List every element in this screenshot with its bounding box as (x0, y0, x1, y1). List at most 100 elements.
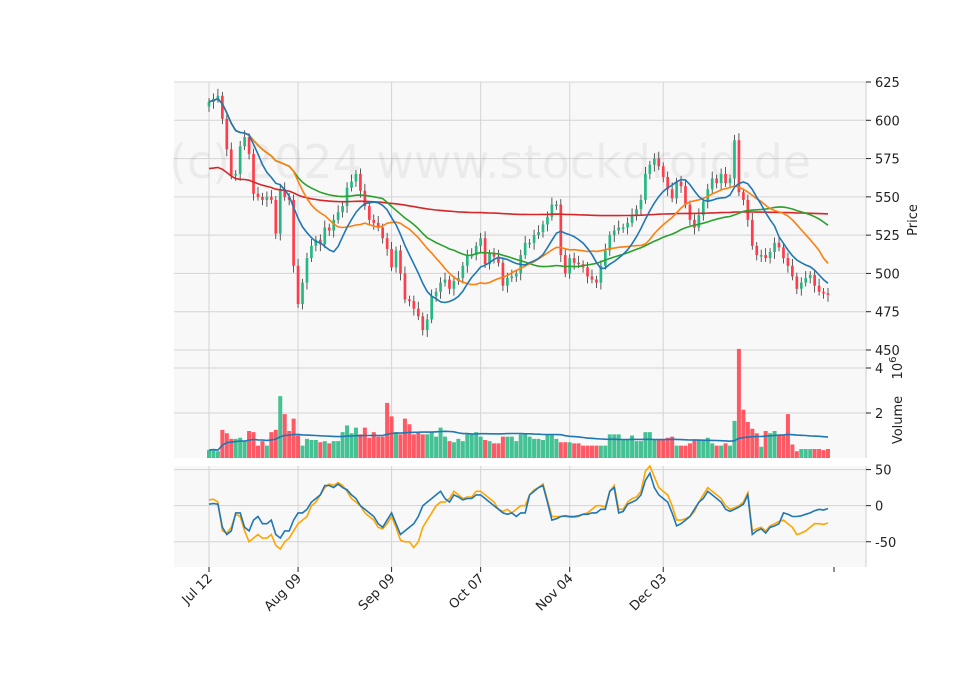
candle (354, 170, 358, 187)
candle (278, 183, 282, 241)
candle (479, 232, 482, 253)
candle-body (216, 95, 220, 99)
volume-bar (492, 443, 497, 458)
price-axis-label: Price (906, 204, 921, 236)
candle (261, 193, 264, 206)
candle (550, 197, 554, 221)
candle-body (528, 242, 531, 245)
candle-body (586, 267, 589, 277)
volume-bar (478, 436, 483, 458)
candle (621, 223, 625, 233)
candle (528, 238, 531, 249)
candle (630, 208, 634, 227)
volume-bar (781, 435, 786, 458)
candle (265, 191, 269, 207)
volume-bar (532, 438, 537, 458)
volume-bar (469, 433, 474, 458)
candle (256, 186, 260, 201)
candle (216, 88, 220, 103)
volume-bar (794, 451, 799, 458)
candle-body (439, 282, 442, 292)
candle-body (408, 299, 411, 301)
candle-body (826, 293, 830, 295)
candle (724, 166, 727, 187)
candle (590, 269, 594, 284)
candle-body (296, 265, 300, 305)
x-tick-label: Dec 03 (627, 571, 670, 614)
candle-body (804, 278, 808, 283)
candle-body (243, 137, 246, 147)
volume-bar (603, 445, 608, 458)
candle (652, 153, 656, 172)
candle-body (604, 250, 607, 266)
candle-body (733, 140, 736, 179)
volume-bar (763, 431, 768, 458)
volume-bar (656, 440, 661, 458)
candle (563, 248, 567, 278)
candle-body (247, 137, 251, 154)
candle (599, 260, 603, 290)
volume-bar (750, 428, 755, 458)
candle (372, 214, 376, 230)
candle (452, 275, 456, 296)
volume-bar (429, 432, 434, 458)
candle (229, 142, 233, 180)
candle-body (421, 316, 425, 331)
candle (604, 243, 607, 270)
volume-bar (701, 440, 706, 458)
candle (283, 182, 287, 201)
candle-body (706, 189, 710, 202)
volume-bar (264, 445, 269, 458)
candle-body (483, 238, 487, 265)
volume-bar (821, 450, 826, 458)
candle-body (572, 258, 576, 263)
volume-bar (589, 445, 594, 458)
candle-body (261, 196, 264, 200)
candle-body (688, 204, 692, 220)
candle (443, 272, 447, 287)
candle (750, 212, 754, 250)
candle-body (452, 281, 456, 289)
candle (336, 205, 340, 224)
volume-bar (255, 445, 260, 458)
candle (644, 166, 647, 204)
volume-bar (451, 442, 456, 458)
candle-body (630, 215, 634, 223)
volume-bar (238, 437, 243, 458)
candle (737, 133, 741, 197)
volume-bar (594, 445, 599, 458)
candle-body (412, 300, 416, 309)
candle-body (719, 173, 723, 184)
volume-bar (287, 431, 292, 458)
candle (421, 312, 425, 336)
candle-body (786, 258, 790, 266)
candle-body (497, 256, 500, 263)
candle (390, 242, 393, 272)
candle (465, 249, 469, 273)
volume-bar (500, 436, 505, 458)
volume-bar (465, 434, 470, 458)
volume-bar (714, 445, 719, 458)
volume-tick-label: 4 (875, 362, 883, 377)
volume-bar (812, 449, 817, 458)
price-tick-label: 475 (875, 306, 900, 321)
candle-body (555, 204, 558, 207)
volume-bar (549, 434, 554, 458)
volume-bar (692, 440, 697, 458)
candle-body (617, 227, 621, 231)
volume-bar (545, 434, 550, 458)
candle (532, 229, 536, 250)
volume-bar (398, 434, 403, 458)
candle-body (479, 238, 482, 246)
candle-body (301, 282, 304, 305)
candle (439, 277, 442, 299)
candle (782, 243, 785, 264)
volume-bar (394, 432, 399, 458)
candle-body (367, 206, 371, 220)
candle-body (817, 285, 821, 292)
candle (537, 225, 540, 239)
candle-body (652, 158, 656, 165)
candle-body (283, 189, 287, 197)
price-tick-label: 600 (875, 114, 900, 129)
candle (755, 242, 759, 261)
